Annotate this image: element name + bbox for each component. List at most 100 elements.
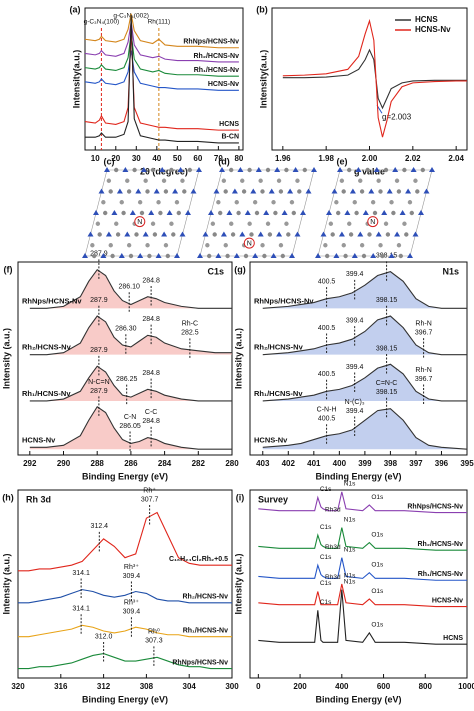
carbon-atom — [278, 243, 284, 248]
x-tick-label: 403 — [256, 459, 270, 468]
x-tick-label: 30 — [132, 154, 141, 163]
carbon-atom — [372, 210, 378, 216]
nitrogen-atom — [331, 188, 338, 194]
carbon-atom — [218, 210, 223, 216]
nitrogen-atom — [375, 231, 382, 237]
series-line — [262, 408, 468, 450]
peak-value: 312.0 — [95, 633, 113, 640]
nitrogen-atom — [386, 188, 393, 194]
carbon-atom — [143, 178, 148, 183]
nitrogen-atom — [320, 231, 327, 237]
carbon-atom — [278, 189, 284, 194]
carbon-atom — [336, 210, 341, 216]
carbon-atom — [126, 189, 132, 194]
nitrogen-atom — [135, 188, 142, 194]
peak-name: Rh⁺ — [143, 487, 156, 494]
series-label: RhNps/HCNS-Nv — [183, 39, 239, 46]
peak-name: C1s — [320, 524, 332, 531]
carbon-atom — [252, 200, 258, 205]
nitrogen-atom — [399, 210, 406, 215]
carbon-atom — [402, 167, 407, 173]
series-label: HCNS-Nv — [254, 435, 288, 444]
carbon-atom — [97, 232, 102, 237]
carbon-atom — [134, 232, 139, 237]
nitrogen-atom — [270, 253, 277, 258]
peak-value: 312.4 — [91, 523, 109, 530]
vacancy-label: N — [370, 219, 375, 226]
carbon-atom — [376, 178, 381, 183]
nitrogen-atom — [392, 167, 399, 172]
carbon-atom — [150, 221, 156, 226]
panel-label: (f) — [4, 264, 13, 274]
carbon-atom — [265, 167, 271, 173]
plot-frame — [17, 489, 233, 679]
x-axis-label: Binding Energy (eV) — [315, 471, 401, 481]
x-tick-label: 312 — [97, 682, 111, 691]
x-tick-label: 1.96 — [275, 154, 291, 163]
peak-name: N1s — [344, 573, 356, 580]
carbon-atom — [101, 200, 106, 205]
carbon-atom — [359, 243, 365, 248]
x-axis-label: g value — [354, 166, 385, 176]
carbon-atom — [174, 200, 180, 205]
carbon-atom — [370, 200, 376, 205]
peak-value: 309.4 — [123, 573, 141, 580]
peak-value: 287.9 — [90, 347, 108, 354]
x-tick-label: 397 — [409, 459, 423, 468]
nitrogen-atom — [412, 231, 419, 237]
x-tick-label: 292 — [23, 459, 37, 468]
plot-frame — [84, 7, 244, 151]
peak-name: Rh3d — [325, 507, 341, 514]
nitrogen-atom — [292, 167, 299, 172]
nitrogen-atom — [255, 167, 262, 172]
peak-value: 396.7 — [415, 376, 433, 383]
nitrogen-atom — [294, 231, 301, 237]
peak-name: Rh3d — [325, 544, 341, 551]
series-line — [18, 624, 232, 638]
carbon-atom — [378, 189, 383, 194]
nitrogen-atom — [100, 253, 107, 258]
peak-value: 287.9 — [90, 297, 108, 304]
carbon-atom — [367, 232, 372, 237]
carbon-atom — [347, 167, 352, 173]
peak-value: 400.5 — [318, 416, 336, 423]
carbon-atom — [284, 221, 289, 226]
carbon-atom — [128, 253, 134, 259]
peak-name: N1s — [344, 578, 356, 585]
nitrogen-atom — [208, 210, 214, 215]
nitrogen-atom — [111, 210, 118, 215]
carbon-atom — [413, 178, 418, 183]
peak-name: C-C — [145, 409, 157, 416]
series-line — [18, 652, 232, 670]
panel-title: Survey — [258, 494, 288, 504]
nitrogen-atom — [300, 210, 306, 215]
carbon-atom — [265, 221, 271, 226]
y-axis-label: Intensity (a.u.) — [233, 553, 243, 614]
nitrogen-atom — [418, 210, 424, 215]
nitrogen-atom — [197, 253, 203, 258]
carbon-atom — [404, 232, 409, 237]
nitrogen-atom — [250, 188, 257, 194]
series-label: Rh₁/HCNS-Nv — [418, 571, 463, 578]
nitrogen-atom — [142, 231, 149, 237]
carbon-atom — [205, 243, 210, 248]
nitrogen-atom — [311, 167, 317, 172]
series-label: Rh₂/HCNS-Nv — [254, 343, 304, 352]
peak-name: Rh⁰ — [148, 628, 160, 636]
peak-value: 282.5 — [181, 330, 199, 337]
carbon-atom — [407, 200, 413, 205]
x-tick-label: 304 — [183, 682, 197, 691]
carbon-atom — [216, 200, 221, 205]
nitrogen-atom — [305, 188, 312, 194]
carbon-atom — [415, 189, 420, 194]
x-tick-label: 284 — [158, 459, 172, 468]
carbon-atom — [229, 221, 234, 226]
carbon-atom — [391, 210, 396, 216]
carbon-atom — [207, 253, 212, 259]
series-label: RhNps/HCNS-Nv — [172, 659, 228, 666]
series-label: HCNS-Nv — [432, 597, 463, 604]
structure-label: (c) — [104, 156, 115, 166]
peak-value: 307.3 — [145, 638, 163, 645]
peak-value: 400.5 — [318, 371, 336, 378]
nitrogen-atom — [93, 210, 99, 215]
